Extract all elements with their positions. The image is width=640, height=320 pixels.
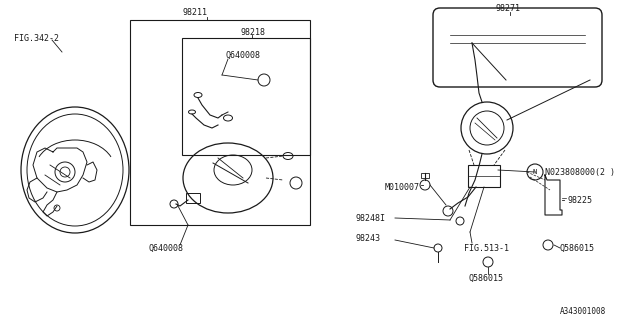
Text: 98243: 98243 (355, 234, 380, 243)
Text: 98271: 98271 (495, 4, 520, 12)
Text: 98218: 98218 (240, 28, 265, 36)
Text: FIG.342-2: FIG.342-2 (14, 34, 59, 43)
Bar (186, 193, 200, 203)
Text: Q640008: Q640008 (225, 51, 260, 60)
Text: Q586015: Q586015 (560, 244, 595, 252)
Text: 98248I: 98248I (355, 213, 385, 222)
Text: FIG.513-1: FIG.513-1 (464, 244, 509, 252)
Text: 98211: 98211 (182, 7, 207, 17)
Bar (421, 173, 429, 178)
Bar (130, 20, 310, 225)
Text: A343001008: A343001008 (560, 308, 606, 316)
Text: M010007: M010007 (385, 182, 420, 191)
Text: 98225: 98225 (567, 196, 592, 204)
Text: N: N (533, 169, 537, 175)
Bar (182, 38, 310, 155)
Text: Q640008: Q640008 (148, 244, 183, 252)
Text: Q586015: Q586015 (468, 274, 503, 283)
Text: N023808000(2 ): N023808000(2 ) (545, 167, 615, 177)
Bar (468, 165, 500, 187)
